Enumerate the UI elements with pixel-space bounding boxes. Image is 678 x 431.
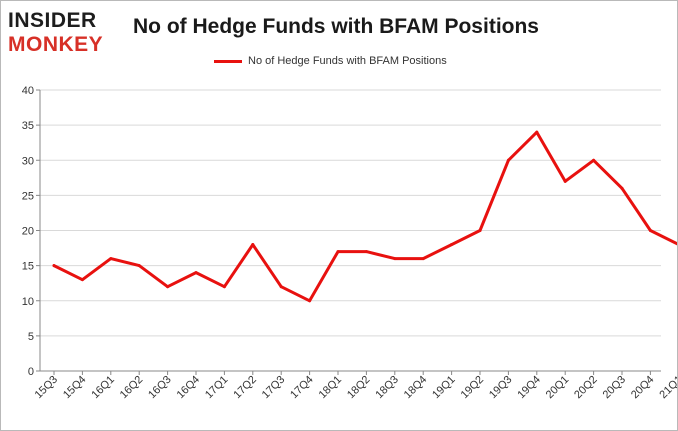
data-point — [166, 285, 170, 289]
x-tick-label: 17Q3 — [260, 374, 288, 402]
data-point — [336, 250, 340, 254]
insider-monkey-logo: INSIDER MONKEY — [8, 8, 126, 58]
x-tick-label: 21Q1 — [657, 374, 677, 402]
x-tick-label: 20Q1 — [544, 374, 572, 402]
data-point — [137, 264, 141, 268]
x-tick-label: 17Q4 — [288, 374, 316, 402]
x-tick-label: 20Q2 — [572, 374, 600, 402]
x-tick-label: 20Q3 — [601, 374, 629, 402]
legend-swatch — [214, 59, 242, 63]
data-point — [52, 264, 56, 268]
data-point — [620, 186, 624, 190]
data-point — [478, 229, 482, 232]
data-point — [393, 257, 397, 261]
x-tick-label: 16Q4 — [175, 374, 203, 402]
x-tick-label: 19Q4 — [515, 374, 543, 402]
y-tick-label: 10 — [22, 296, 34, 308]
x-tick-label: 15Q3 — [33, 374, 61, 402]
y-tick-label: 30 — [22, 155, 34, 167]
logo-text-insider: INSIDER — [8, 9, 97, 32]
x-tick-label: 16Q3 — [146, 374, 174, 402]
x-tick-label: 16Q1 — [89, 374, 117, 402]
data-point — [421, 257, 425, 261]
x-tick-label: 18Q3 — [373, 374, 401, 402]
x-tick-label: 17Q2 — [231, 374, 259, 402]
y-tick-label: 0 — [28, 366, 34, 378]
x-tick-label: 19Q3 — [487, 374, 515, 402]
y-tick-label: 35 — [22, 120, 34, 132]
data-point — [364, 250, 368, 254]
x-tick-label: 20Q4 — [629, 374, 657, 402]
data-point — [535, 130, 539, 134]
y-tick-label: 15 — [22, 261, 34, 273]
y-tick-label: 5 — [28, 331, 34, 343]
data-point — [279, 285, 283, 289]
x-tick-label: 19Q2 — [459, 374, 487, 402]
data-point — [563, 179, 567, 183]
y-tick-label: 20 — [22, 226, 34, 238]
data-point — [109, 257, 113, 261]
x-tick-label: 18Q2 — [345, 374, 373, 402]
data-point — [251, 243, 255, 247]
x-tick-label: 18Q1 — [317, 374, 345, 402]
data-point — [450, 243, 454, 247]
x-tick-label: 18Q4 — [402, 374, 430, 402]
x-tick-label: 17Q1 — [203, 374, 231, 402]
data-point — [592, 158, 596, 162]
data-point — [308, 299, 312, 303]
logo-text-monkey: MONKEY — [8, 33, 104, 56]
chart-title: No of Hedge Funds with BFAM Positions — [133, 15, 539, 38]
x-tick-label: 16Q2 — [118, 374, 146, 402]
x-tick-label: 15Q4 — [61, 374, 89, 402]
data-point — [506, 158, 510, 162]
data-point — [648, 229, 652, 232]
legend: No of Hedge Funds with BFAM Positions — [214, 53, 447, 69]
y-tick-label: 40 — [22, 85, 34, 97]
legend-label: No of Hedge Funds with BFAM Positions — [248, 55, 447, 67]
data-point — [194, 271, 198, 275]
data-point — [80, 278, 84, 282]
series-line — [52, 130, 677, 303]
x-tick-label: 19Q1 — [430, 374, 458, 402]
data-point — [222, 285, 226, 289]
y-tick-label: 25 — [22, 190, 34, 202]
